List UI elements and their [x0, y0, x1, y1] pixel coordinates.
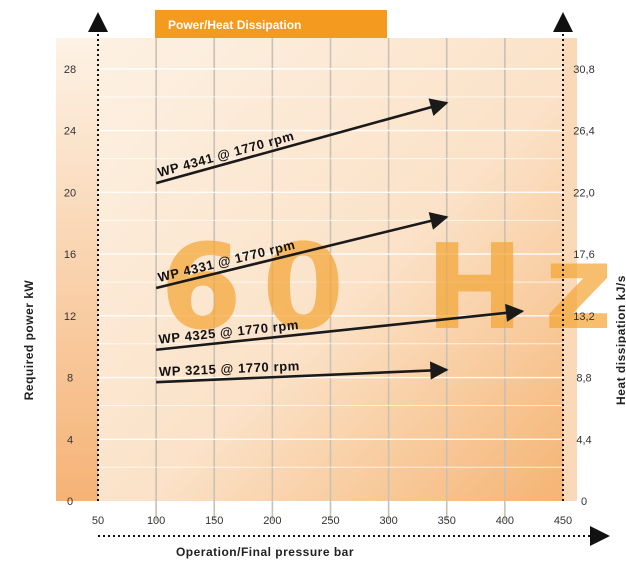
y-tick-label: 28 [64, 64, 76, 76]
series-arrow [155, 98, 449, 185]
series-label: WP 3215 @ 1770 rpm [159, 358, 301, 379]
y-right-tick-label: 17,6 [573, 249, 594, 261]
plot-right-band [563, 38, 577, 501]
chart-title: Power/Heat Dissipation [168, 18, 301, 32]
x-axis-title: Operation/Final pressure bar [176, 545, 354, 559]
y-tick-label: 8 [67, 373, 73, 385]
series-arrow [155, 303, 525, 352]
chart-title-bar [155, 10, 387, 38]
x-tick-label: 450 [554, 515, 572, 527]
x-tick-label: 350 [438, 515, 456, 527]
series-arrow [155, 212, 449, 290]
watermark-60hz: 60 Hz [160, 218, 626, 356]
y-axis-title: Required power kW [22, 280, 36, 401]
y-right-tick-label: 4,4 [576, 434, 591, 446]
x-tick-label: 400 [496, 515, 514, 527]
x-tick-label: 300 [379, 515, 397, 527]
y-tick-label: 0 [67, 496, 73, 508]
x-tick-labels: 50 100 150 200 250 300 350 400 450 [92, 515, 572, 527]
y-right-tick-label: 0 [581, 496, 587, 508]
y-tick-label: 12 [64, 311, 76, 323]
series-arrow [156, 361, 449, 384]
x-tick-label: 250 [321, 515, 339, 527]
y-right-tick-labels: 0 4,4 8,8 13,2 17,6 22,0 26,4 30,8 [573, 64, 594, 508]
x-tick-label: 200 [263, 515, 281, 527]
x-tick-label: 50 [92, 515, 104, 527]
vertical-gridlines [155, 38, 506, 521]
y-right-tick-label: 30,8 [573, 64, 594, 76]
y-tick-label: 24 [64, 126, 76, 138]
y-right-tick-label: 22,0 [573, 187, 594, 199]
y-right-tick-label: 26,4 [573, 126, 594, 138]
y-tick-label: 16 [64, 249, 76, 261]
plot-left-band [56, 38, 98, 501]
x-tick-label: 150 [205, 515, 223, 527]
y-right-tick-label: 8,8 [576, 373, 591, 385]
x-tick-label: 100 [147, 515, 165, 527]
y-tick-label: 4 [67, 434, 73, 446]
y-tick-labels: 0 4 8 12 16 20 24 28 [64, 64, 76, 508]
y-tick-label: 20 [64, 187, 76, 199]
y-right-axis-title: Heat dissipation kJ/s [614, 275, 626, 405]
y-right-tick-label: 13,2 [573, 311, 594, 323]
